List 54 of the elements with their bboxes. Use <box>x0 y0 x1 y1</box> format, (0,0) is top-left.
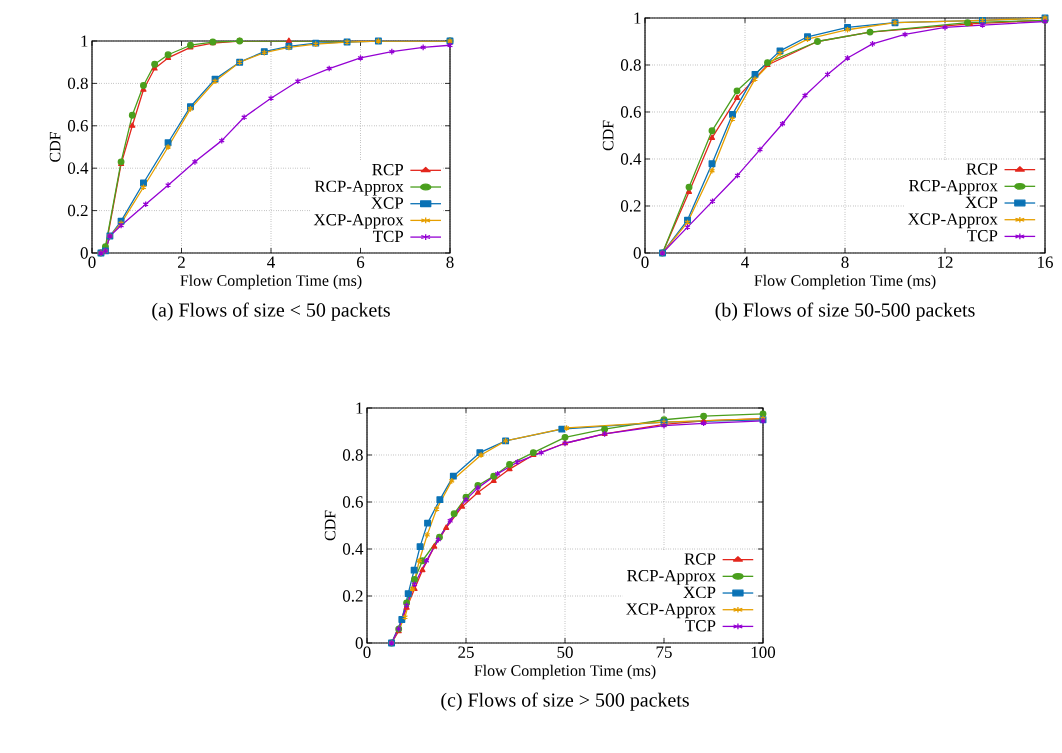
legend-label: RCP <box>684 553 716 565</box>
x-tick-label: 8 <box>446 256 454 268</box>
legend-label: TCP <box>967 230 998 242</box>
y-tick-label: 0.2 <box>342 590 363 602</box>
x-tick-label: 50 <box>557 646 573 658</box>
y-tick-label: 0.4 <box>620 153 642 165</box>
legend-label: XCP-Approx <box>313 214 404 229</box>
y-tick-label: 0.2 <box>620 200 641 212</box>
x-tick-label: 4 <box>741 256 749 268</box>
x-axis-title: Flow Completion Time (ms) <box>180 274 362 290</box>
legend-label: XCP-Approx <box>907 213 998 229</box>
text: (c) Flows of size > 500 packets <box>441 692 689 711</box>
legend-label: RCP <box>966 163 998 175</box>
legend-label: XCP <box>965 196 998 209</box>
y-tick-label: 0.4 <box>342 543 364 555</box>
x-tick-label: 2 <box>178 256 185 268</box>
y-tick-label: 0.8 <box>620 59 641 71</box>
y-tick-label: 0 <box>355 637 363 649</box>
y-tick-label: 0.8 <box>67 77 88 90</box>
y-tick-label: 0 <box>80 247 88 259</box>
y-tick-label: 0.8 <box>342 449 363 461</box>
y-tick-label: 0 <box>633 247 641 259</box>
x-axis-title: Flow Completion Time (ms) <box>474 664 656 680</box>
x-tick-label: 6 <box>357 256 365 268</box>
y-tick-label: 0.4 <box>67 162 89 174</box>
legend-label: XCP-Approx <box>626 603 716 619</box>
y-tick-label: 0.6 <box>620 106 641 118</box>
x-tick-label: 75 <box>656 646 672 658</box>
y-tick-label: 1 <box>634 12 641 24</box>
y-tick-label: 0.2 <box>67 204 88 217</box>
x-tick-label: 8 <box>841 256 849 268</box>
y-tick-label: 1 <box>356 402 363 414</box>
legend-label: TCP <box>372 230 404 243</box>
text: (a) Flows of size < 50 packets <box>152 302 390 321</box>
y-axis-title: CDF <box>324 510 336 541</box>
x-axis-title: Flow Completion Time (ms) <box>754 274 936 290</box>
y-axis-title: CDF <box>602 120 614 151</box>
x-tick-label: 4 <box>267 256 275 268</box>
legend-label: RCP-Approx <box>909 179 998 195</box>
text: (b) Flows of size 50-500 packets <box>715 302 975 321</box>
legend-label: XCP <box>683 586 716 599</box>
y-tick-label: 0.6 <box>67 120 88 132</box>
x-tick-label: 25 <box>458 646 474 658</box>
x-tick-label: 100 <box>751 646 776 658</box>
x-tick-label: 16 <box>1038 256 1053 268</box>
y-tick-label: 0.6 <box>342 496 363 508</box>
x-tick-label: 12 <box>938 256 953 268</box>
y-axis-title: CDF <box>49 132 61 162</box>
legend-label: RCP-Approx <box>314 180 404 196</box>
legend-label: XCP <box>371 197 404 209</box>
y-tick-label: 1 <box>81 35 88 47</box>
legend-label: TCP <box>685 620 716 632</box>
legend-label: RCP <box>372 163 404 176</box>
legend-label: RCP-Approx <box>627 569 716 585</box>
